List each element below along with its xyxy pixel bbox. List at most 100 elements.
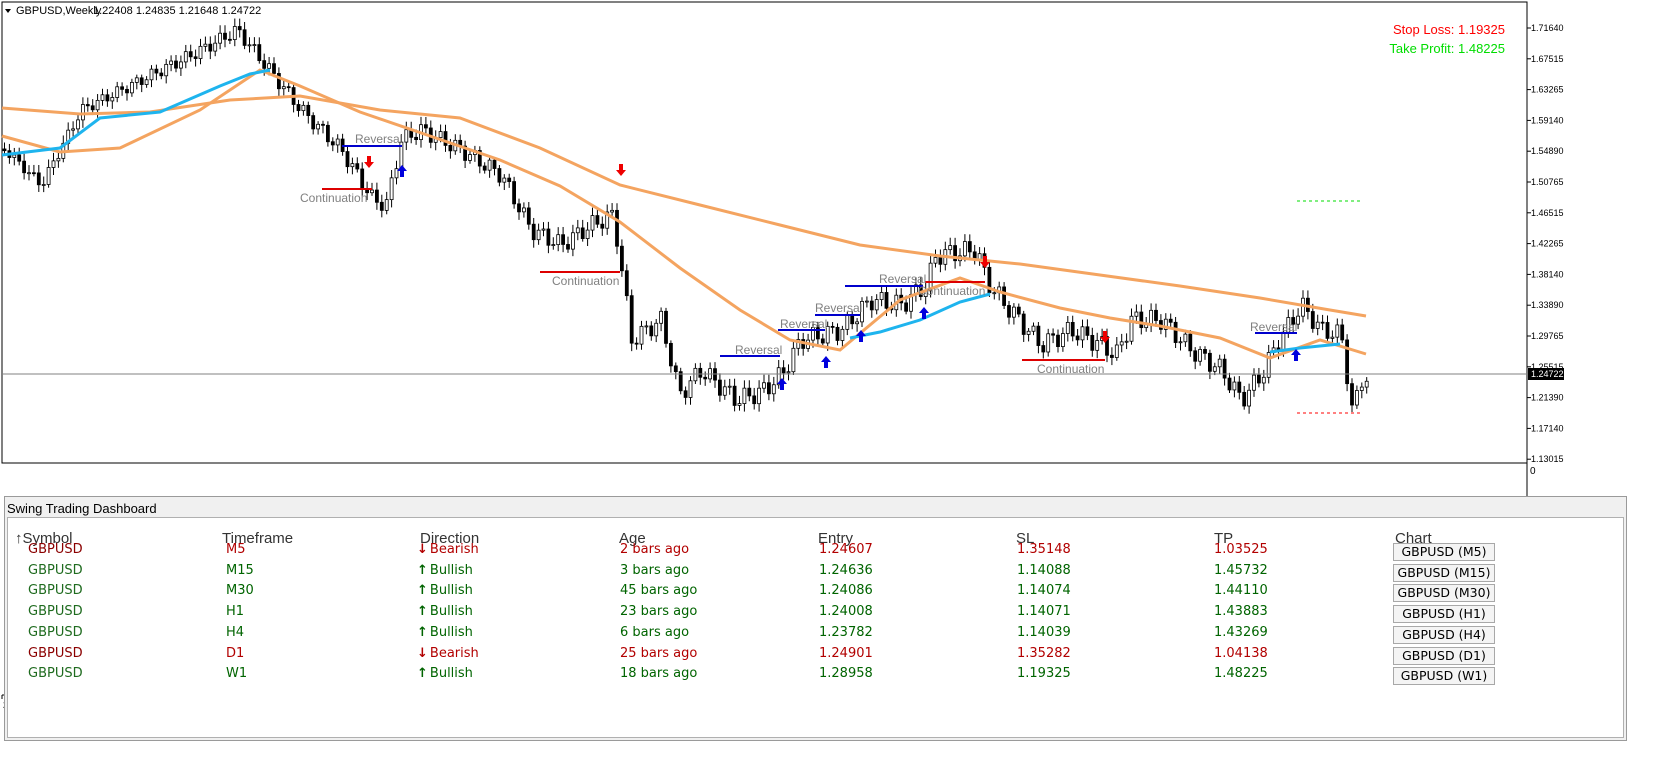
chart-ohlc: 1.22408 1.24835 1.21648 1.24722 xyxy=(93,5,261,17)
candle-body xyxy=(174,60,178,69)
price-tick-label: 1.50765 xyxy=(1531,177,1564,187)
candle-body xyxy=(1065,321,1070,334)
candle-body xyxy=(1080,326,1085,341)
candle-body xyxy=(384,199,389,211)
candle-body xyxy=(722,386,727,396)
cell-tp: 1.43269 xyxy=(1214,624,1268,640)
candle-body xyxy=(90,105,95,111)
continuation-label: Continuation xyxy=(1037,362,1104,376)
header-symbol[interactable]: ↑Symbol xyxy=(15,530,73,547)
candle-body xyxy=(482,165,487,171)
candle-body xyxy=(605,211,610,229)
candle-body xyxy=(1257,374,1261,384)
arrow-down-icon: ↓ xyxy=(417,542,428,557)
chart-menu-icon[interactable] xyxy=(5,9,11,13)
candle-body xyxy=(649,325,654,337)
candle-body xyxy=(237,26,242,31)
candle-body xyxy=(110,97,115,102)
continuation-label: Continuation xyxy=(300,191,367,205)
candle-body xyxy=(933,257,938,264)
candle-body xyxy=(223,32,227,40)
open-chart-button[interactable]: GBPUSD (H1) xyxy=(1393,605,1495,624)
candle-body xyxy=(634,342,639,345)
candle-body xyxy=(389,177,394,201)
candle-body xyxy=(394,168,399,179)
candle-body xyxy=(879,292,884,300)
candle-body xyxy=(262,60,267,69)
cell-sl: 1.35282 xyxy=(1017,645,1071,661)
medium-moving-average-line xyxy=(1,68,1367,360)
candle-body xyxy=(1310,311,1315,329)
cell-sl: 1.14071 xyxy=(1017,604,1071,620)
header-tp[interactable]: TP xyxy=(1214,530,1234,547)
candle-body xyxy=(659,310,663,324)
candle-body xyxy=(904,302,908,312)
candle-body xyxy=(776,367,781,386)
candle-body xyxy=(1021,313,1026,335)
candle-body xyxy=(517,203,521,213)
candle-body xyxy=(830,325,835,328)
sub-axis-top-label: 0 xyxy=(1530,466,1536,477)
candle-body xyxy=(541,228,546,231)
price-tick-label: 1.46515 xyxy=(1531,208,1564,218)
candle-body xyxy=(252,44,257,46)
candle-body xyxy=(1070,321,1075,337)
arrow-up-icon: ↑ xyxy=(417,666,428,682)
candle-body xyxy=(732,385,737,406)
candle-body xyxy=(698,367,703,378)
candle-body xyxy=(992,292,997,295)
open-chart-button[interactable]: GBPUSD (M30) xyxy=(1393,584,1495,603)
price-tick-label: 1.25515 xyxy=(1531,362,1564,372)
header-direction[interactable]: Direction xyxy=(420,530,480,547)
open-chart-button[interactable]: GBPUSD (D1) xyxy=(1393,646,1495,665)
candle-body xyxy=(590,215,595,231)
candle-body xyxy=(492,159,497,169)
candle-body xyxy=(1129,315,1134,342)
candle-body xyxy=(747,387,752,397)
cell-sl: 1.14088 xyxy=(1017,562,1071,578)
cell-tp: 1.44110 xyxy=(1214,583,1268,599)
candle-body xyxy=(1110,354,1114,358)
candle-body xyxy=(786,371,791,374)
candle-body xyxy=(36,172,41,186)
candle-body xyxy=(1217,358,1222,368)
candle-body xyxy=(654,322,659,337)
reversal-label: Reversal xyxy=(735,343,782,357)
candle-body xyxy=(1227,377,1232,391)
candle-body xyxy=(379,201,384,211)
header-age[interactable]: Age xyxy=(619,530,646,547)
candle-body xyxy=(953,245,957,262)
header-timeframe[interactable]: Timeframe xyxy=(222,530,294,547)
candle-body xyxy=(71,128,75,131)
candle-body xyxy=(1247,389,1251,407)
candle-body xyxy=(1212,366,1217,372)
reversal-label: Reversal xyxy=(780,317,827,331)
price-axis: 1.71640 1.67515 1.63265 1.59140 1.54890 1.507… xyxy=(1527,23,1564,464)
open-chart-button[interactable]: GBPUSD (H4) xyxy=(1393,625,1495,644)
cell-timeframe: H1 xyxy=(226,604,245,620)
candle-body xyxy=(1041,345,1046,353)
arrow-down-icon: ↓ xyxy=(417,645,428,661)
candle-body xyxy=(1320,321,1325,324)
candle-body xyxy=(820,338,825,344)
open-chart-button[interactable]: GBPUSD (M5) xyxy=(1393,543,1495,561)
stop-loss-label: Stop Loss: 1.19325 xyxy=(1393,22,1505,37)
cell-age: 6 bars ago xyxy=(620,624,690,640)
header-chart[interactable]: Chart xyxy=(1395,530,1432,547)
candle-body xyxy=(1315,321,1320,329)
header-entry[interactable]: Entry xyxy=(818,530,854,547)
candle-body xyxy=(536,229,541,241)
cell-sl: 1.19325 xyxy=(1017,666,1071,682)
header-sl[interactable]: SL xyxy=(1016,530,1035,547)
fast-moving-average-line-3 xyxy=(1269,342,1341,354)
sell-arrow-icon xyxy=(364,156,374,168)
arrow-up-icon: ↑ xyxy=(417,583,428,599)
candle-body xyxy=(335,138,340,146)
chart-symbol-timeframe: GBPUSD,Weekly xyxy=(16,5,102,17)
candle-body xyxy=(615,209,619,247)
candle-body xyxy=(115,86,120,98)
open-chart-button[interactable]: GBPUSD (W1) xyxy=(1393,667,1495,686)
candle-body xyxy=(159,72,164,77)
open-chart-button[interactable]: GBPUSD (M15) xyxy=(1393,563,1495,582)
